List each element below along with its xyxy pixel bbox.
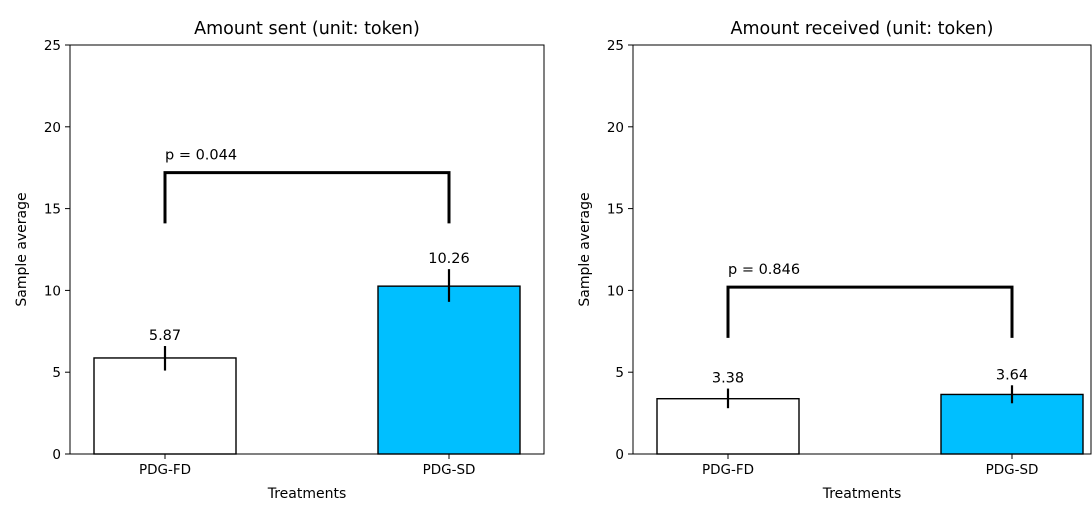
bar-pdg-sd — [377, 285, 521, 455]
p-value-annotation: p = 0.846 — [728, 262, 800, 278]
bar-pdg-sd — [940, 393, 1084, 455]
y-tick-label: 5 — [52, 365, 61, 381]
y-tick-label: 0 — [52, 447, 61, 463]
y-tick-label: 0 — [615, 447, 624, 463]
y-tick-label: 25 — [607, 38, 624, 54]
significance-bracket — [726, 285, 1014, 338]
y-tick-label: 15 — [607, 202, 624, 218]
plot-frame — [69, 44, 545, 455]
y-tick-label: 20 — [44, 120, 61, 136]
y-tick-label: 5 — [615, 365, 624, 381]
x-tick-label: PDG-FD — [702, 462, 754, 478]
data-label-pdg-fd: 3.38 — [712, 371, 744, 387]
plot-frame — [632, 44, 1092, 455]
y-tick-label: 10 — [44, 283, 61, 299]
x-axis-label: Treatments — [822, 486, 902, 502]
bar-pdg-fd — [93, 357, 237, 455]
data-label-pdg-sd: 3.64 — [996, 367, 1028, 383]
data-label-pdg-sd: 10.26 — [428, 251, 470, 267]
p-value-annotation: p = 0.044 — [165, 148, 237, 164]
chart-panel-2: 3.38 3.64 p = 0.846 0 5 10 15 20 25 PDG-FD PDG-SD A… — [577, 19, 1092, 502]
y-tick-label: 15 — [44, 202, 61, 218]
x-tick-label: PDG-FD — [139, 462, 191, 478]
x-tick-label: PDG-SD — [986, 462, 1039, 478]
chart-panel-1: 5.87 10.26 p = 0.044 0 5 10 15 20 25 PDG-FD PDG-SD… — [14, 19, 545, 502]
y-axis-label: Sample average — [577, 192, 593, 306]
y-tick-label: 20 — [607, 120, 624, 136]
data-label-pdg-fd: 5.87 — [149, 328, 181, 344]
x-axis-label: Treatments — [267, 486, 347, 502]
y-axis-label: Sample average — [14, 192, 30, 306]
chart-title: Amount received (unit: token) — [731, 19, 994, 39]
y-tick-label: 10 — [607, 283, 624, 299]
x-tick-label: PDG-SD — [423, 462, 476, 478]
y-tick-label: 25 — [44, 38, 61, 54]
significance-bracket — [163, 171, 451, 224]
chart-title: Amount sent (unit: token) — [194, 19, 420, 39]
